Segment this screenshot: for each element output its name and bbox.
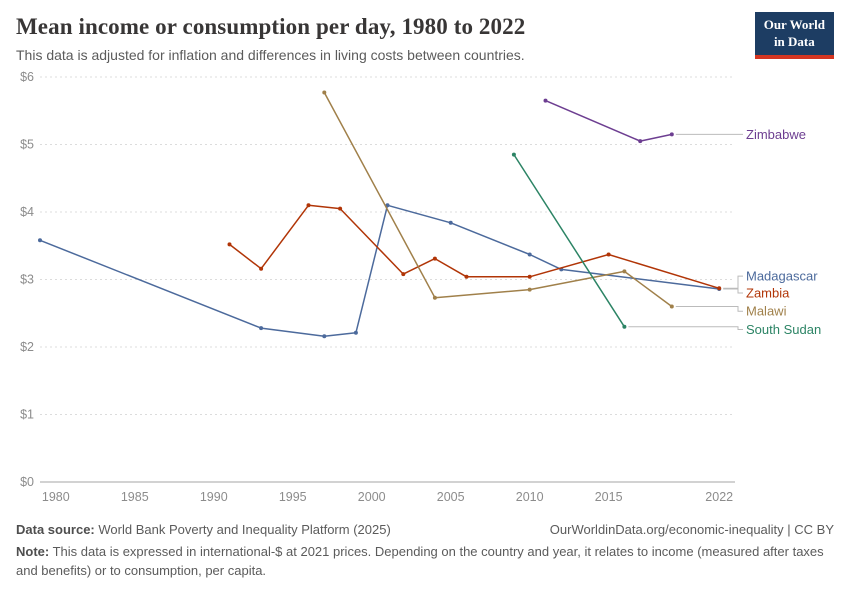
data-point-zimbabwe[interactable] [543, 98, 548, 103]
chart-title: Mean income or consumption per day, 1980… [16, 14, 526, 39]
y-tick-label: $1 [20, 408, 34, 422]
data-point-zambia[interactable] [464, 274, 469, 279]
data-point-zambia[interactable] [527, 274, 532, 279]
y-tick-label: $3 [20, 273, 34, 287]
data-point-zambia[interactable] [432, 256, 437, 261]
owid-logo[interactable]: Our World in Data [754, 12, 834, 59]
data-point-south-sudan[interactable] [511, 152, 516, 157]
data-point-zambia[interactable] [606, 252, 611, 257]
data-source-text: World Bank Poverty and Inequality Platfo… [98, 522, 391, 537]
data-point-madagascar[interactable] [448, 220, 453, 225]
data-point-zimbabwe[interactable] [638, 139, 643, 144]
data-point-madagascar[interactable] [527, 252, 532, 257]
x-tick-label: 1980 [42, 490, 70, 504]
data-point-malawi[interactable] [669, 304, 674, 309]
data-point-madagascar[interactable] [353, 330, 358, 335]
series-line-zambia[interactable] [228, 204, 720, 290]
x-tick-label: 1990 [200, 490, 228, 504]
data-source: Data source: World Bank Poverty and Ineq… [16, 522, 391, 537]
series-label-south-sudan[interactable]: South Sudan [746, 322, 821, 337]
y-tick-label: $6 [20, 70, 34, 84]
x-tick-label: 2015 [595, 490, 623, 504]
y-tick-label: $0 [20, 475, 34, 489]
x-tick-label: 2022 [705, 490, 733, 504]
series-label-zambia[interactable]: Zambia [746, 286, 790, 301]
note-label: Note: [16, 544, 50, 559]
data-point-madagascar[interactable] [259, 326, 264, 331]
series-label-malawi[interactable]: Malawi [746, 304, 787, 319]
series-line-malawi[interactable] [323, 91, 673, 308]
label-connector-zambia [723, 287, 743, 294]
data-point-madagascar[interactable] [322, 334, 327, 339]
label-connector-south-sudan [628, 326, 743, 330]
data-point-zambia[interactable] [306, 203, 311, 208]
series-line-zimbabwe[interactable] [544, 99, 673, 142]
data-point-malawi[interactable] [322, 90, 327, 95]
series-label-zimbabwe[interactable]: Zimbabwe [746, 127, 806, 142]
y-tick-label: $2 [20, 340, 34, 354]
data-point-malawi[interactable] [432, 295, 437, 300]
label-connector-madagascar [723, 275, 743, 290]
y-tick-label: $5 [20, 138, 34, 152]
y-tick-label: $4 [20, 205, 34, 219]
data-point-zambia[interactable] [401, 272, 406, 277]
x-tick-label: 2005 [437, 490, 465, 504]
data-point-madagascar[interactable] [38, 238, 42, 243]
data-point-zambia[interactable] [227, 242, 232, 247]
logo-line-1: Our World [763, 17, 825, 32]
series-label-madagascar[interactable]: Madagascar [746, 269, 818, 284]
logo-line-2: in Data [773, 33, 815, 49]
data-point-madagascar[interactable] [385, 203, 390, 208]
line-chart: $0 $1 $2 $3 $4 $5 $6 1980 1985 1990 1995 2000 2005 20… [20, 70, 821, 504]
series-line-south-sudan[interactable] [513, 153, 626, 328]
x-tick-label: 2000 [358, 490, 386, 504]
data-point-south-sudan[interactable] [622, 324, 627, 329]
data-point-zambia[interactable] [717, 286, 722, 291]
x-tick-label: 1995 [279, 490, 307, 504]
data-source-label: Data source: [16, 522, 95, 537]
x-tick-label: 1985 [121, 490, 149, 504]
data-point-malawi[interactable] [622, 269, 627, 274]
label-connector-malawi [675, 306, 743, 312]
data-point-zambia[interactable] [259, 266, 264, 271]
data-point-zimbabwe[interactable] [669, 132, 674, 137]
note-text: This data is expressed in international-… [16, 544, 824, 578]
chart-header: Mean income or consumption per day, 1980… [0, 0, 850, 63]
data-point-zambia[interactable] [338, 206, 343, 211]
chart-subtitle: This data is adjusted for inflation and … [16, 47, 525, 63]
x-tick-label: 2010 [516, 490, 544, 504]
data-point-malawi[interactable] [527, 287, 532, 292]
credit-link[interactable]: OurWorldinData.org/economic-inequality |… [549, 522, 834, 537]
chart-footer: Data source: World Bank Poverty and Ineq… [0, 514, 850, 581]
